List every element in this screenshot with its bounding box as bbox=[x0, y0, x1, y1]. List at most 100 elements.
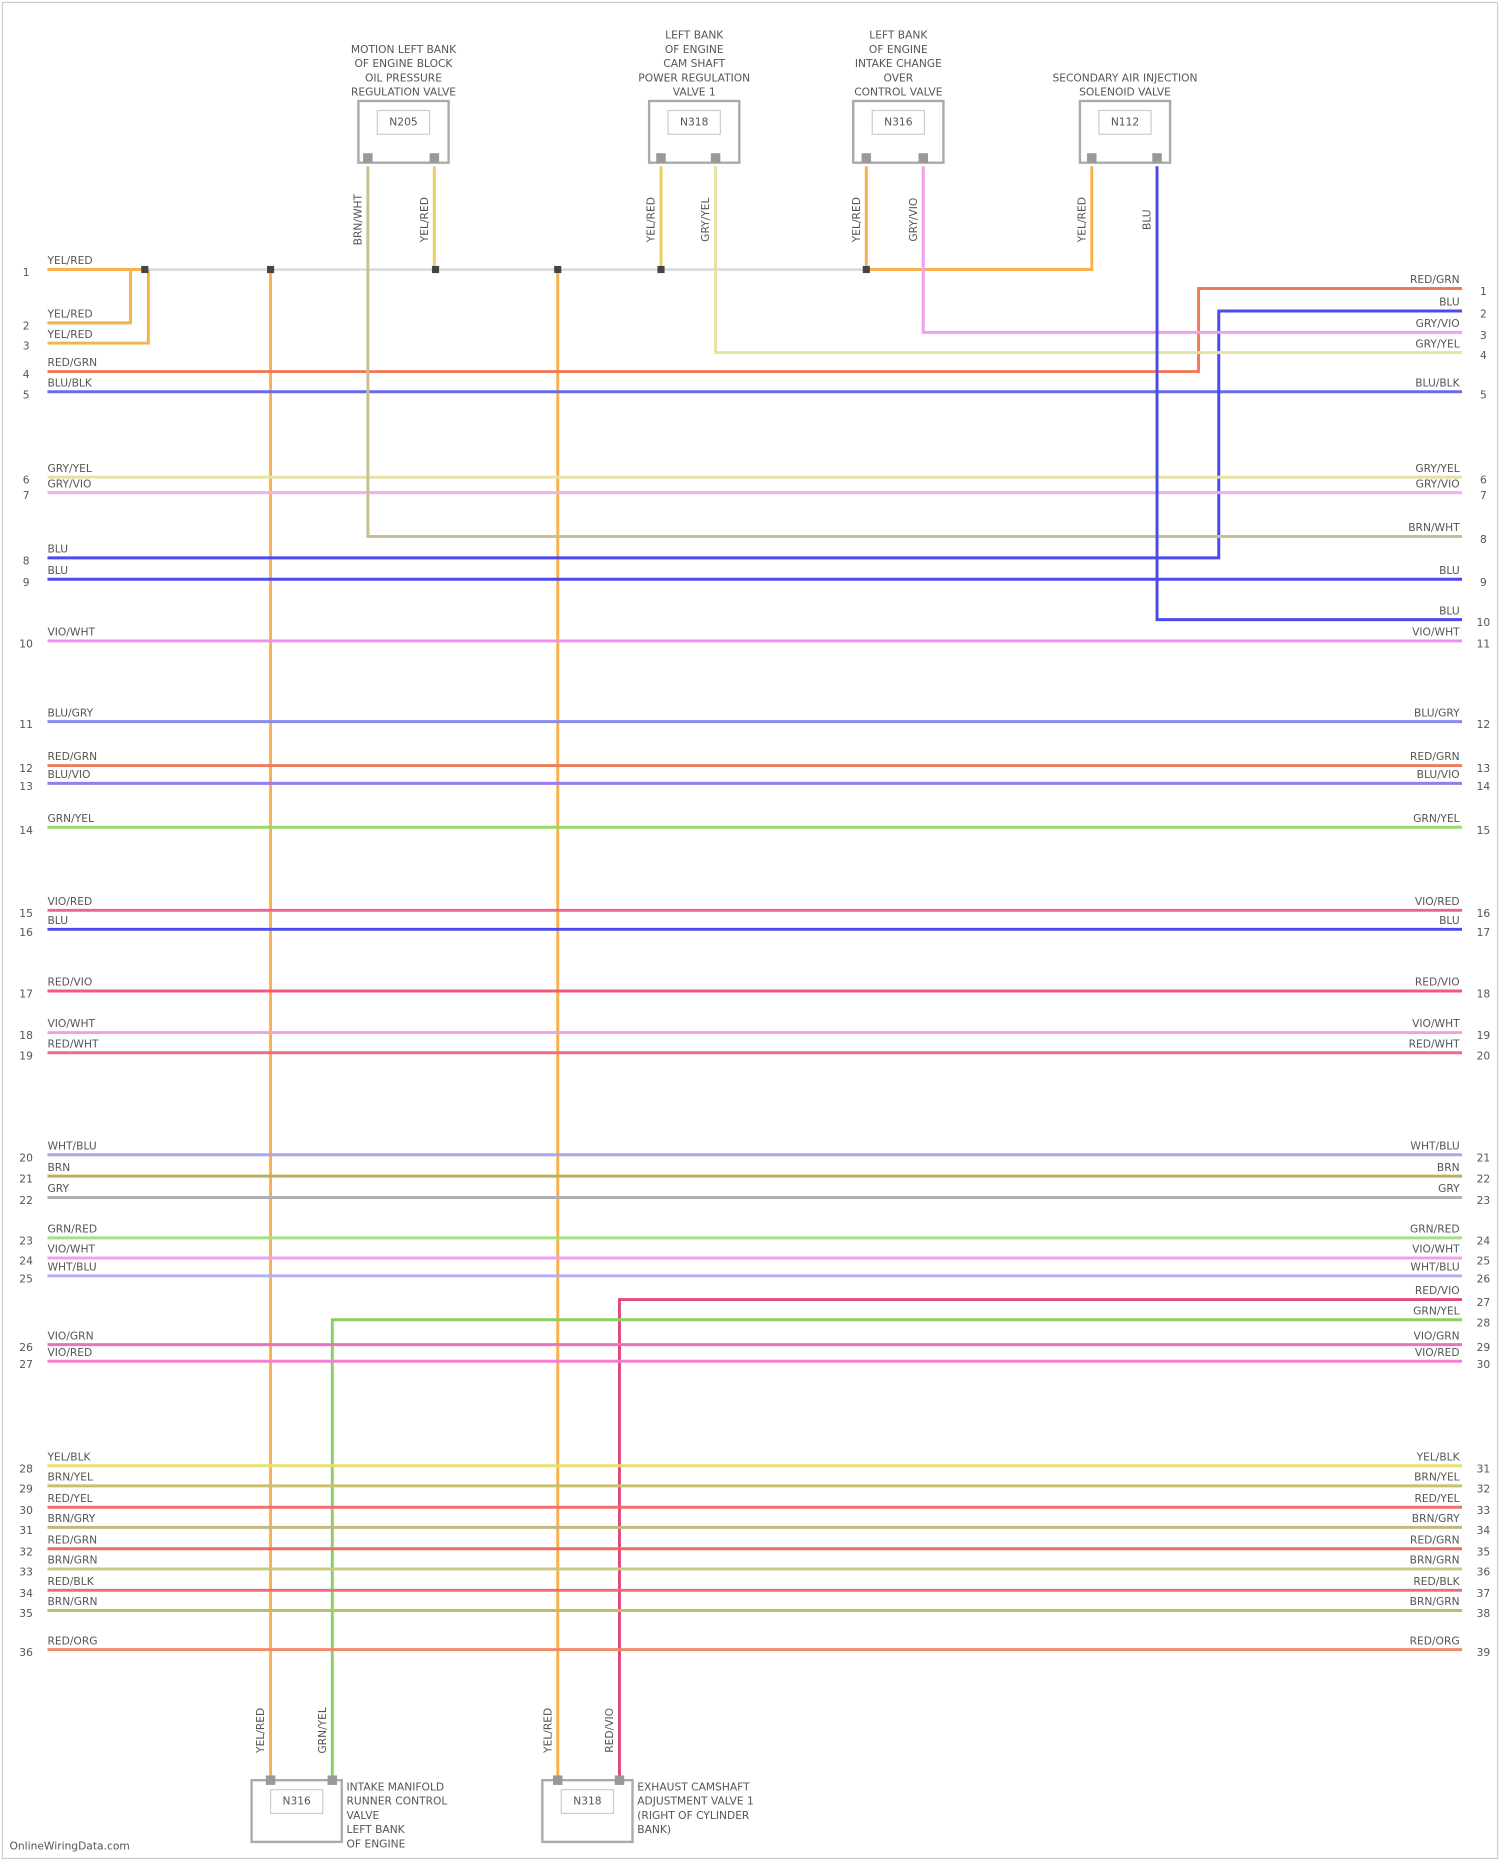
wire-label: BRN bbox=[1437, 1161, 1460, 1174]
wire-label: BRN/GRN bbox=[47, 1595, 97, 1608]
wire-label: BLU bbox=[1439, 914, 1460, 927]
pin bbox=[1152, 153, 1162, 163]
wire-label: BLU/VIO bbox=[1417, 768, 1460, 781]
component-title: VALVE 1 bbox=[673, 86, 716, 99]
wire bbox=[617, 1298, 1463, 1781]
splice bbox=[657, 265, 665, 274]
wire-label: BRN/GRN bbox=[1410, 1554, 1460, 1567]
component-title: POWER REGULATION bbox=[638, 71, 750, 84]
component-inner bbox=[560, 1789, 615, 1815]
pin-number: 15 bbox=[19, 907, 33, 920]
component-title: LEFT BANK bbox=[665, 29, 724, 42]
wire-label: RED/GRN bbox=[1410, 750, 1460, 763]
pin-number: 16 bbox=[19, 926, 33, 939]
pin-number: 19 bbox=[1477, 1029, 1491, 1042]
wire-label: VIO/RED bbox=[47, 1346, 92, 1359]
component-title: OF ENGINE bbox=[869, 43, 928, 56]
pin-wire-label: YEL/RED bbox=[254, 1708, 267, 1754]
component-title: INTAKE MANIFOLD bbox=[347, 1780, 445, 1793]
pin-number: 30 bbox=[1477, 1358, 1491, 1371]
pin-number: 15 bbox=[1477, 824, 1491, 837]
splice bbox=[862, 265, 870, 274]
wire-label: RED/GRN bbox=[47, 356, 97, 369]
pin-number: 9 bbox=[1480, 576, 1487, 589]
wire-label: BRN/YEL bbox=[47, 1471, 93, 1484]
pin-number: 21 bbox=[1477, 1151, 1491, 1164]
wire-label: BLU bbox=[47, 914, 68, 927]
wire-label: VIO/WHT bbox=[1412, 1243, 1460, 1256]
pin-number: 4 bbox=[1480, 349, 1487, 362]
pin-number: 28 bbox=[19, 1462, 33, 1475]
wire bbox=[366, 166, 1463, 538]
wire-label: GRY bbox=[1438, 1182, 1460, 1195]
component-inner bbox=[871, 109, 926, 135]
wire bbox=[866, 166, 1094, 271]
pin-number: 31 bbox=[19, 1524, 33, 1537]
splice bbox=[267, 265, 275, 274]
pin-number: 33 bbox=[1477, 1504, 1491, 1517]
pin-number: 2 bbox=[23, 319, 30, 332]
wire-label: RED/ORG bbox=[1410, 1634, 1460, 1647]
pin-number: 37 bbox=[1477, 1587, 1491, 1600]
pin-number: 17 bbox=[19, 988, 33, 1001]
pin-number: 21 bbox=[19, 1173, 33, 1186]
wire-label: RED/GRN bbox=[1410, 273, 1460, 286]
component-title: OF ENGINE bbox=[665, 43, 724, 56]
pin bbox=[614, 1775, 625, 1785]
pin-number: 2 bbox=[1480, 308, 1487, 321]
splice bbox=[554, 265, 562, 274]
pin-number: 23 bbox=[19, 1234, 33, 1247]
wire-label: YEL/RED bbox=[46, 254, 92, 267]
wire-label: RED/GRN bbox=[1410, 1533, 1460, 1546]
wire bbox=[47, 287, 1463, 374]
pin-number: 22 bbox=[19, 1194, 33, 1207]
wire-label: GRY/YEL bbox=[1415, 462, 1459, 475]
wire-label: WHT/BLU bbox=[47, 1261, 96, 1274]
pin-number: 28 bbox=[1477, 1316, 1491, 1329]
wire-label: RED/BLK bbox=[1413, 1575, 1460, 1588]
pin-number: 34 bbox=[1477, 1524, 1491, 1537]
wire-label: BRN/GRY bbox=[47, 1512, 95, 1525]
wire-label: RED/BLK bbox=[47, 1575, 94, 1588]
pin-number: 7 bbox=[23, 489, 30, 502]
component-code: N318 bbox=[680, 115, 709, 128]
wire-label: BRN/WHT bbox=[1408, 521, 1460, 534]
wire-label: BLU bbox=[47, 543, 68, 556]
wire-label: BLU/BLK bbox=[1415, 376, 1460, 389]
pin-number: 4 bbox=[23, 368, 30, 381]
pin-number: 10 bbox=[19, 638, 33, 651]
wire-label: GRY bbox=[47, 1182, 69, 1195]
pin bbox=[861, 153, 872, 163]
component-code: N318 bbox=[573, 1795, 602, 1808]
pin-wire-label: YEL/RED bbox=[645, 197, 658, 243]
component-title: CONTROL VALVE bbox=[854, 86, 942, 99]
wire-label: RED/WHT bbox=[1409, 1037, 1461, 1050]
pin bbox=[656, 153, 666, 163]
pin-number: 35 bbox=[19, 1607, 33, 1620]
pin-number: 27 bbox=[19, 1358, 33, 1371]
pin-number: 22 bbox=[1477, 1173, 1491, 1186]
component-title: LEFT BANK bbox=[869, 29, 928, 42]
wire bbox=[47, 269, 133, 325]
wire-label: BLU bbox=[1439, 604, 1460, 617]
pin bbox=[1087, 153, 1097, 163]
wire-label: GRN/RED bbox=[1410, 1223, 1460, 1236]
wire-label: BLU/BLK bbox=[47, 376, 92, 389]
pin-number: 5 bbox=[1480, 388, 1487, 401]
pin-number: 1 bbox=[23, 266, 30, 279]
wire-label: YEL/BLK bbox=[1416, 1450, 1461, 1463]
pin-number: 26 bbox=[19, 1341, 33, 1354]
component-title: MOTION LEFT BANK bbox=[351, 43, 457, 56]
component-code: N316 bbox=[884, 115, 913, 128]
wire-label: RED/VIO bbox=[1415, 976, 1460, 989]
component-title: OF ENGINE bbox=[347, 1837, 406, 1850]
wire-label: BRN/YEL bbox=[1414, 1471, 1460, 1484]
component-code: N205 bbox=[389, 115, 417, 128]
pin-number: 20 bbox=[1477, 1049, 1491, 1062]
wire-label: VIO/WHT bbox=[47, 626, 95, 639]
pin-wire-label: RED/VIO bbox=[603, 1708, 616, 1753]
component-code: N316 bbox=[282, 1795, 311, 1808]
wire-label: RED/WHT bbox=[47, 1037, 99, 1050]
component-title: LEFT BANK bbox=[347, 1823, 406, 1836]
wire-label: VIO/GRN bbox=[47, 1329, 93, 1342]
